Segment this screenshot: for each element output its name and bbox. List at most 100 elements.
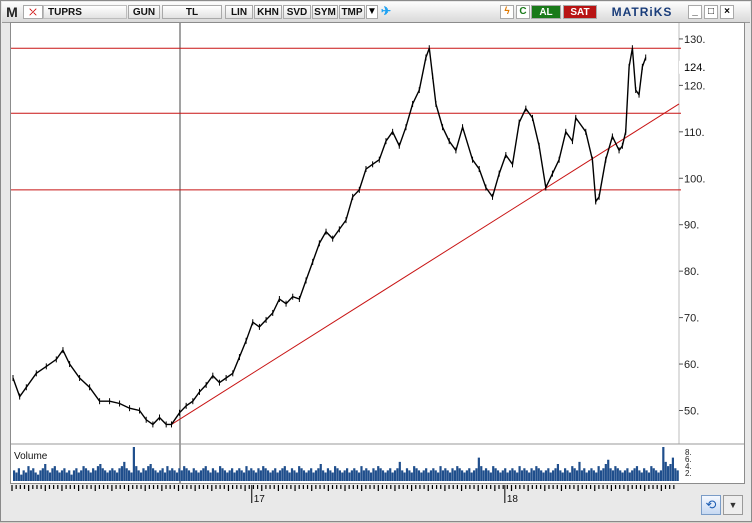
volume-bar-228 (559, 470, 562, 481)
volume-bar-105 (264, 468, 267, 481)
volume-bar-230 (564, 468, 567, 481)
volume-bar-127 (317, 468, 320, 481)
volume-tick-label-3: 2. (685, 469, 692, 478)
lightning-icon[interactable]: ϟ (500, 5, 514, 19)
volume-bar-145 (360, 466, 363, 481)
volume-bar-3 (20, 474, 23, 481)
volume-bar-219 (537, 468, 540, 481)
volume-bar-62 (161, 468, 164, 481)
volume-bar-227 (556, 464, 560, 481)
volume-bar-151 (374, 470, 377, 481)
svd-button[interactable]: SVD (283, 5, 311, 19)
volume-bar-130 (324, 472, 327, 481)
volume-bar-194 (477, 457, 480, 481)
volume-bar-91 (231, 468, 234, 481)
currency-button[interactable]: TL (162, 5, 222, 19)
volume-bar-276 (674, 468, 677, 481)
close-icon[interactable]: × (720, 5, 734, 19)
toolbar: M ⤫ TUPRS GUN TL LIN KHN SVD SYM TMP ▼ ✈… (2, 2, 750, 23)
volume-bar-26 (75, 468, 78, 481)
symbol-field[interactable]: TUPRS (43, 5, 127, 19)
scroll-icon[interactable]: ▼ (723, 495, 743, 515)
reset-zoom-icon[interactable]: ⟲ (701, 495, 721, 515)
volume-bar-269 (657, 472, 660, 481)
volume-bar-141 (350, 470, 353, 481)
y-tick-label-6: 110. (684, 127, 705, 139)
buy-button[interactable]: AL (531, 5, 561, 19)
volume-bar-60 (156, 472, 159, 481)
volume-bar-165 (408, 470, 411, 481)
volume-bar-221 (542, 472, 545, 481)
volume-bar-44 (118, 468, 121, 481)
volume-bar-206 (506, 472, 509, 481)
volume-bar-175 (432, 468, 435, 481)
volume-bar-2 (17, 468, 20, 481)
twitter-icon[interactable]: ✈ (380, 4, 392, 18)
volume-bar-32 (89, 472, 92, 481)
volume-bar-191 (470, 472, 473, 481)
volume-bar-237 (580, 470, 583, 481)
volume-bar-270 (659, 470, 663, 481)
volume-bar-24 (70, 474, 73, 481)
volume-bar-247 (604, 464, 607, 481)
sell-button[interactable]: SAT (563, 5, 597, 19)
minimize-icon[interactable]: _ (688, 5, 702, 19)
brand-logo: MATRiKS (611, 5, 673, 19)
volume-bar-61 (159, 470, 162, 481)
volume-bar-109 (274, 468, 277, 481)
volume-bar-275 (671, 457, 675, 481)
volume-bar-132 (329, 470, 332, 481)
volume-bar-188 (463, 472, 466, 481)
volume-bar-255 (623, 470, 627, 481)
trendline (171, 103, 680, 425)
y-tick-label-4: 90. (684, 220, 699, 232)
dropdown-icon[interactable]: ▼ (366, 5, 378, 19)
volume-bar-59 (154, 470, 157, 481)
volume-bar-274 (669, 464, 672, 481)
chart-type-icon[interactable]: ⤫ (23, 5, 43, 19)
volume-bar-199 (489, 472, 492, 481)
khn-button[interactable]: KHN (254, 5, 282, 19)
volume-bar-56 (147, 466, 150, 481)
last-price-label: 124. (684, 62, 705, 74)
volume-bar-110 (276, 472, 279, 481)
maximize-icon[interactable]: □ (704, 5, 718, 19)
volume-bar-107 (269, 472, 272, 481)
volume-bar-31 (87, 470, 90, 481)
volume-bar-238 (583, 468, 586, 481)
volume-bar-19 (58, 472, 61, 481)
volume-bar-46 (123, 461, 126, 481)
volume-bar-181 (446, 470, 449, 481)
volume-bar-184 (453, 470, 457, 481)
volume-bar-16 (51, 468, 54, 481)
volume-bar-68 (175, 472, 179, 481)
volume-bar-120 (300, 468, 303, 481)
tmp-button[interactable]: TMP (339, 5, 365, 19)
refresh-icon[interactable]: C (516, 5, 530, 19)
volume-bar-35 (96, 466, 100, 481)
volume-bar-25 (72, 470, 76, 481)
scale-button[interactable]: LIN (225, 5, 253, 19)
volume-bar-48 (127, 470, 131, 481)
volume-bar-170 (420, 472, 423, 481)
volume-bar-149 (369, 472, 373, 481)
volume-bar-163 (403, 472, 406, 481)
volume-bar-161 (398, 461, 401, 481)
volume-bar-18 (56, 470, 59, 481)
period-button[interactable]: GUN (128, 5, 160, 19)
price-series-line (12, 47, 647, 426)
chart-area[interactable]: 50. 60. 70. 80. 90. 100. 110. 120. 130. 124. Volum… (10, 22, 745, 484)
sym-button[interactable]: SYM (312, 5, 338, 19)
volume-bar-159 (393, 470, 397, 481)
y-tick-label-2: 70. (684, 313, 699, 325)
volume-bar-267 (652, 468, 655, 481)
volume-bar-240 (587, 470, 591, 481)
volume-bar-197 (484, 468, 488, 481)
volume-bar-193 (475, 468, 478, 481)
volume-bar-200 (492, 466, 495, 481)
volume-bar-264 (645, 470, 648, 481)
volume-tick-label-2: 4. (685, 462, 692, 471)
volume-bar-114 (286, 470, 289, 481)
volume-bar-133 (331, 472, 334, 481)
volume-bar-216 (530, 468, 533, 481)
